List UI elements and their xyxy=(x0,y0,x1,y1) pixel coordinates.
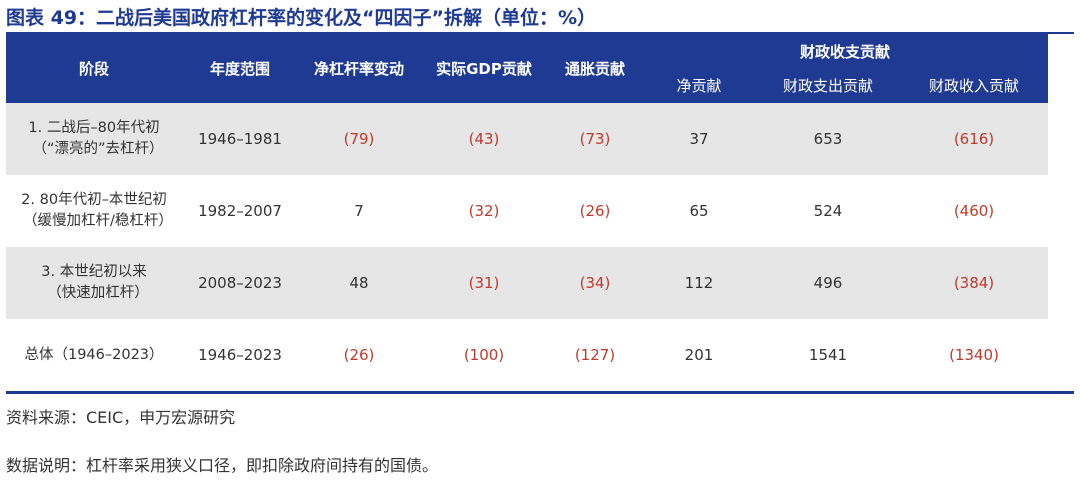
years-cell: 1946–2023 xyxy=(182,319,298,391)
header-years: 年度范围 xyxy=(182,34,298,103)
data-note: 数据说明：杠杆率采用狭义口径，即扣除政府间持有的国债。 xyxy=(6,456,439,475)
header-fiscal-group: 财政收支贡献 xyxy=(642,34,1049,68)
stage-name: 2. 80年代初–本世纪初 xyxy=(21,192,167,208)
table-row: 总体（1946–2023） 1946–2023 (26) (100) (127)… xyxy=(6,319,1049,391)
header-fiscal-spend: 财政支出贡献 xyxy=(756,68,900,103)
leverage-change-cell: 7 xyxy=(298,175,420,247)
years-cell: 1946–1981 xyxy=(182,103,298,175)
figure-title: 图表 49：二战后美国政府杠杆率的变化及“四因子”拆解（单位：%） xyxy=(6,7,597,29)
fiscal-revenue-cell: (460) xyxy=(900,175,1049,247)
stage-name: 1. 二战后–80年代初 xyxy=(28,120,160,136)
gdp-cell: (32) xyxy=(420,175,548,247)
fiscal-net-cell: 37 xyxy=(642,103,756,175)
header-fiscal-revenue: 财政收入贡献 xyxy=(900,68,1049,103)
stage-cell: 1. 二战后–80年代初 （“漂亮的”去杠杆） xyxy=(6,103,182,175)
fiscal-revenue-cell: (384) xyxy=(900,247,1049,319)
leverage-change-cell: (79) xyxy=(298,103,420,175)
years-cell: 2008–2023 xyxy=(182,247,298,319)
leverage-change-cell: (26) xyxy=(298,319,420,391)
leverage-change-cell: 48 xyxy=(298,247,420,319)
stage-cell: 总体（1946–2023） xyxy=(6,319,182,391)
source-note: 资料来源：CEIC，申万宏源研究 xyxy=(6,408,236,427)
fiscal-net-cell: 112 xyxy=(642,247,756,319)
inflation-cell: (26) xyxy=(548,175,642,247)
leverage-decomposition-table: 阶段 年度范围 净杠杆率变动 实际GDP贡献 通胀贡献 财政收支贡献 净贡献 财… xyxy=(6,34,1049,391)
fiscal-revenue-cell: (616) xyxy=(900,103,1049,175)
fiscal-spend-cell: 653 xyxy=(756,103,900,175)
fiscal-revenue-cell: (1340) xyxy=(900,319,1049,391)
table-row: 3. 本世纪初以来 （快速加杠杆） 2008–2023 48 (31) (34)… xyxy=(6,247,1049,319)
header-inflation: 通胀贡献 xyxy=(548,34,642,103)
fiscal-net-cell: 201 xyxy=(642,319,756,391)
inflation-cell: (73) xyxy=(548,103,642,175)
fiscal-net-cell: 65 xyxy=(642,175,756,247)
fiscal-spend-cell: 524 xyxy=(756,175,900,247)
stage-cell: 2. 80年代初–本世纪初 （缓慢加杠杆/稳杠杆） xyxy=(6,175,182,247)
stage-name: 3. 本世纪初以来 xyxy=(41,264,147,280)
inflation-cell: (127) xyxy=(548,319,642,391)
years-cell: 1982–2007 xyxy=(182,175,298,247)
gdp-cell: (31) xyxy=(420,247,548,319)
header-stage: 阶段 xyxy=(6,34,182,103)
header-fiscal-net: 净贡献 xyxy=(642,68,756,103)
gdp-cell: (100) xyxy=(420,319,548,391)
header-leverage-change: 净杠杆率变动 xyxy=(298,34,420,103)
fiscal-spend-cell: 1541 xyxy=(756,319,900,391)
stage-description: （“漂亮的”去杠杆） xyxy=(32,141,164,157)
title-divider xyxy=(6,32,1074,34)
gdp-cell: (43) xyxy=(420,103,548,175)
table-row: 1. 二战后–80年代初 （“漂亮的”去杠杆） 1946–1981 (79) (… xyxy=(6,103,1049,175)
header-gdp: 实际GDP贡献 xyxy=(420,34,548,103)
inflation-cell: (34) xyxy=(548,247,642,319)
table-bottom-divider xyxy=(6,391,1074,394)
stage-description: （缓慢加杠杆/稳杠杆） xyxy=(23,213,173,229)
stage-cell: 3. 本世纪初以来 （快速加杠杆） xyxy=(6,247,182,319)
stage-description: （快速加杠杆） xyxy=(47,285,149,301)
fiscal-spend-cell: 496 xyxy=(756,247,900,319)
table-row: 2. 80年代初–本世纪初 （缓慢加杠杆/稳杠杆） 1982–2007 7 (3… xyxy=(6,175,1049,247)
